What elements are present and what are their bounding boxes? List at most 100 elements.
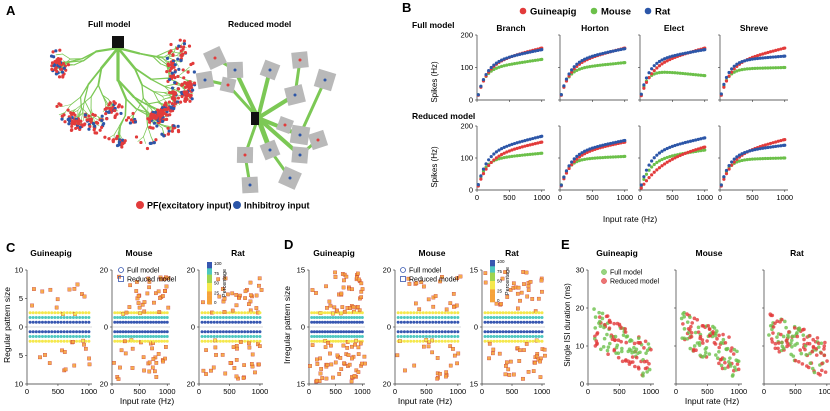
pattern-band-point <box>510 335 514 338</box>
excitatory-input <box>182 39 186 43</box>
point-mouse <box>670 70 674 75</box>
legend-label-reduced: Reduced model <box>610 279 659 286</box>
pattern-point <box>512 372 516 377</box>
point-mouse <box>678 71 682 75</box>
point-rat <box>740 152 744 156</box>
legend-label-mouse: Mouse <box>601 7 631 18</box>
excitatory-input <box>154 138 158 142</box>
pattern-band-point <box>240 330 244 334</box>
point-rat <box>755 147 760 151</box>
isi-point-full <box>795 330 799 335</box>
pattern-band-point <box>424 335 428 338</box>
point-mouse <box>686 72 690 76</box>
excitatory-input <box>154 116 158 120</box>
isi-point-full <box>638 350 642 355</box>
pattern-band-point <box>75 330 79 334</box>
isi-point-full <box>682 336 687 341</box>
point-mouse <box>611 155 615 159</box>
point-rat <box>494 150 499 154</box>
pattern-band-point <box>323 320 327 324</box>
pattern-point <box>345 346 350 350</box>
pattern-point <box>515 346 520 351</box>
pattern-point <box>145 291 150 296</box>
pattern-band-point <box>149 335 153 338</box>
pattern-point <box>350 287 354 292</box>
dendrite-segment <box>147 125 152 138</box>
pattern-band-point <box>127 335 131 338</box>
colorbar-cell <box>207 283 212 286</box>
point-mouse <box>750 66 754 71</box>
excitatory-input <box>73 122 77 126</box>
colorbar-cell <box>207 293 212 296</box>
pattern-band-point <box>200 316 204 319</box>
isi-point-full <box>613 334 618 339</box>
reduced-input <box>213 56 217 60</box>
pattern-band-point <box>318 330 322 334</box>
dendrite-segment <box>63 60 68 65</box>
pattern-band-point <box>59 330 63 334</box>
pattern-band-point <box>315 330 319 334</box>
pattern-point <box>159 277 163 282</box>
inhibitory-input <box>152 121 157 125</box>
isi-point-reduced <box>776 341 781 345</box>
y-tick-label: 100 <box>460 63 473 72</box>
isi-point-full <box>682 310 686 315</box>
point-mouse <box>673 71 677 75</box>
dendrite-segment <box>153 91 163 97</box>
dendrite-segment <box>145 101 158 105</box>
excitatory-input <box>171 95 175 99</box>
pattern-band-point <box>525 316 529 319</box>
pattern-point <box>211 365 216 370</box>
y-tick-label: 20 <box>383 266 391 275</box>
pattern-point <box>344 274 349 279</box>
point-rat <box>487 69 491 73</box>
pattern-point <box>335 308 339 313</box>
point-guineapig <box>779 47 783 51</box>
pattern-point <box>356 345 361 350</box>
pattern-band-point <box>206 339 210 343</box>
pattern-point <box>356 305 360 309</box>
point-rat <box>650 159 654 163</box>
pattern-band-point <box>495 335 499 338</box>
point-rat <box>703 48 707 52</box>
pattern-band-point <box>504 320 508 324</box>
dendrite-segment <box>157 99 163 107</box>
pattern-band-point <box>501 339 505 343</box>
point-mouse <box>595 156 600 160</box>
point-guineapig <box>663 162 667 166</box>
pattern-band-point <box>162 339 166 343</box>
dendrite-segment <box>83 83 90 101</box>
point-guineapig <box>699 146 703 150</box>
pattern-point <box>230 291 235 296</box>
colorbar-cell <box>490 262 495 265</box>
pattern-band-point <box>240 316 244 319</box>
pattern-band-point <box>312 320 316 324</box>
point-guineapig <box>657 64 662 68</box>
pattern-band-point <box>218 316 222 319</box>
full-model-morphology <box>49 36 197 151</box>
point-mouse <box>590 64 594 68</box>
point-mouse <box>660 157 664 162</box>
excitatory-input <box>139 140 143 145</box>
pattern-band-point <box>312 311 316 315</box>
pattern-band-point <box>84 330 88 334</box>
inhibitory-input <box>177 44 181 48</box>
pattern-point <box>357 277 361 282</box>
pattern-point <box>417 307 422 312</box>
pattern-band-point <box>59 339 63 343</box>
legend-marker-inhibitory <box>233 201 241 209</box>
pattern-band-point <box>34 335 38 338</box>
pattern-band-point <box>522 320 526 324</box>
point-rat <box>776 144 780 148</box>
pattern-band-point <box>62 335 66 338</box>
point-mouse <box>598 63 602 67</box>
isi-point-full <box>713 333 718 338</box>
pattern-point <box>356 271 360 276</box>
excitatory-input <box>113 101 117 105</box>
pattern-point <box>521 270 525 274</box>
pattern-point <box>30 303 34 308</box>
inhibitory-input <box>119 111 123 116</box>
pattern-band-point <box>507 320 511 324</box>
